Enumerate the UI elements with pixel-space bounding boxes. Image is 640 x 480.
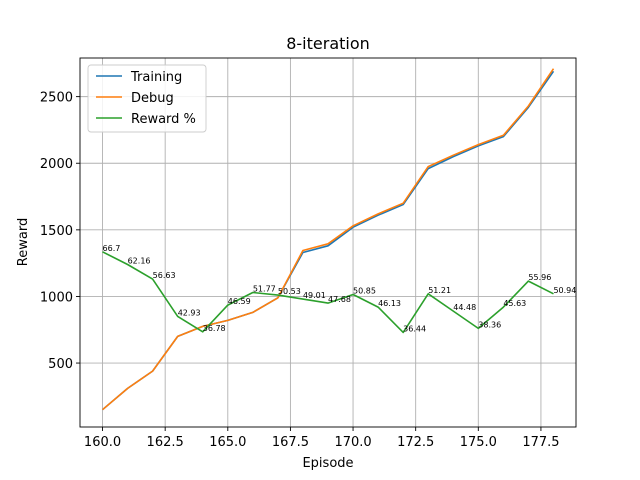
data-label: 51.77 — [253, 284, 276, 293]
series-layer — [101, 68, 555, 411]
legend-entry: Training — [130, 70, 182, 85]
data-label: 66.7 — [103, 244, 121, 253]
chart-title: 8-iteration — [286, 34, 370, 53]
data-label: 47.68 — [328, 295, 351, 304]
data-label: 56.63 — [153, 271, 176, 280]
data-label: 51.21 — [428, 286, 451, 295]
legend: Training Debug Reward % — [87, 64, 207, 133]
x-tick-label: 175.0 — [460, 435, 497, 450]
x-tick-label: 165.0 — [209, 435, 246, 450]
y-axis: 500 1000 1500 2000 2500 — [40, 91, 80, 372]
x-tick-label: 162.5 — [147, 435, 184, 450]
y-tick-label: 1000 — [40, 290, 73, 305]
legend-entry: Reward % — [131, 112, 196, 127]
series-line-debug — [101, 68, 555, 411]
data-label: 36.78 — [203, 324, 226, 333]
data-label: 45.63 — [503, 299, 526, 308]
data-label: 38.36 — [478, 320, 501, 329]
y-axis-label: Reward — [16, 218, 31, 266]
data-label: 36.44 — [403, 324, 426, 333]
data-label: 42.93 — [178, 308, 201, 317]
data-label: 55.96 — [528, 273, 551, 282]
x-axis: 160.0 162.5 165.0 167.5 170.0 172.5 175.0 177.5 — [84, 427, 560, 450]
x-tick-label: 170.0 — [334, 435, 371, 450]
y-tick-label: 1500 — [40, 224, 73, 239]
x-tick-label: 172.5 — [397, 435, 434, 450]
legend-entry: Debug — [131, 91, 174, 106]
data-label: 50.85 — [353, 286, 376, 295]
x-tick-label: 167.5 — [272, 435, 309, 450]
data-label: 50.53 — [278, 287, 301, 296]
data-label: 50.94 — [553, 286, 576, 295]
y-tick-label: 500 — [48, 357, 73, 372]
x-tick-label: 160.0 — [84, 435, 121, 450]
data-label: 44.48 — [453, 303, 476, 312]
data-label: 49.01 — [303, 291, 326, 300]
data-label: 46.13 — [378, 299, 401, 308]
y-tick-label: 2500 — [40, 91, 73, 106]
y-tick-label: 2000 — [40, 157, 73, 172]
data-label: 62.16 — [128, 256, 151, 265]
grid — [80, 58, 576, 427]
x-tick-label: 177.5 — [522, 435, 559, 450]
legend-box — [87, 64, 207, 133]
x-axis-label: Episode — [302, 456, 353, 471]
data-label: 46.59 — [228, 297, 251, 306]
series-line-reward — [102, 251, 554, 334]
plot-frame — [79, 57, 577, 428]
